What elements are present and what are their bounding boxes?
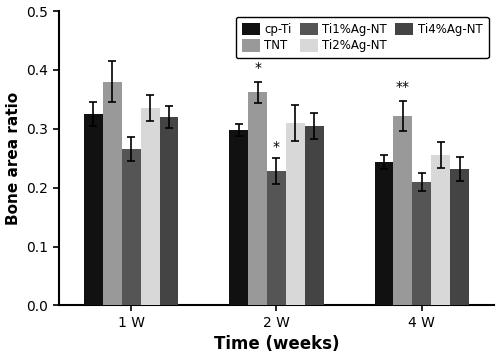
Text: **: ** bbox=[396, 80, 410, 94]
X-axis label: Time (weeks): Time (weeks) bbox=[214, 335, 339, 354]
Text: *: * bbox=[254, 61, 261, 75]
Bar bbox=[286, 123, 305, 306]
Bar bbox=[140, 108, 160, 306]
Bar bbox=[248, 92, 267, 306]
Bar bbox=[394, 116, 412, 306]
Legend: cp-Ti, TNT, Ti1%Ag-NT, Ti2%Ag-NT, Ti4%Ag-NT: cp-Ti, TNT, Ti1%Ag-NT, Ti2%Ag-NT, Ti4%Ag… bbox=[236, 17, 488, 59]
Bar bbox=[267, 171, 286, 306]
Y-axis label: Bone area ratio: Bone area ratio bbox=[6, 92, 20, 225]
Bar bbox=[122, 149, 141, 306]
Bar bbox=[230, 130, 248, 306]
Bar bbox=[374, 162, 394, 306]
Bar bbox=[305, 126, 324, 306]
Bar bbox=[412, 182, 431, 306]
Bar bbox=[431, 155, 450, 306]
Bar bbox=[84, 114, 103, 306]
Bar bbox=[103, 82, 122, 306]
Bar bbox=[450, 169, 469, 306]
Text: *: * bbox=[273, 140, 280, 154]
Bar bbox=[160, 117, 178, 306]
